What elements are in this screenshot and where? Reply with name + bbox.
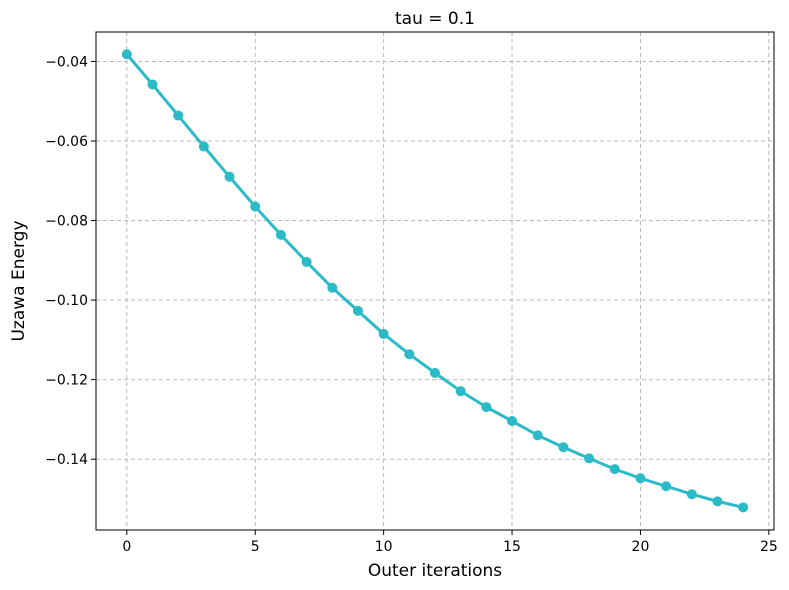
x-tick-label: 0 [122,539,131,555]
x-tick-label: 25 [760,539,778,555]
point [481,402,492,413]
point [173,110,184,121]
point [661,481,672,492]
point [558,442,569,453]
x-tick-label: 10 [375,539,393,555]
point [327,282,338,293]
point [275,229,286,240]
point [198,141,209,152]
point [584,453,595,464]
point [121,49,132,60]
point [635,473,646,484]
x-tick-label: 20 [632,539,650,555]
y-tick-label: −0.10 [45,293,88,309]
point [430,367,440,378]
point [609,464,620,475]
point [224,171,235,182]
y-axis-label: Uzawa Energy [9,220,29,341]
plot-frame [95,31,775,531]
point [507,416,518,427]
point [712,496,723,507]
point [404,349,415,360]
line [125,53,744,509]
y-tick-label: −0.06 [45,134,88,150]
y-tick-label: −0.08 [45,214,88,230]
x-axis-label: Outer iterations [368,561,502,581]
y-tick-label: −0.12 [45,373,88,389]
point [301,256,312,267]
point [686,489,697,500]
point [378,328,389,339]
chart-title: tau = 0.1 [395,9,475,29]
x-tick-label: 5 [251,539,260,555]
point [455,386,466,397]
point [250,201,261,212]
point [352,305,363,316]
point [532,430,543,441]
y-tick-label: −0.04 [45,54,88,70]
x-tick-label: 15 [503,539,521,555]
y-tick-label: −0.14 [45,452,88,468]
point [147,79,158,90]
point [738,502,749,513]
